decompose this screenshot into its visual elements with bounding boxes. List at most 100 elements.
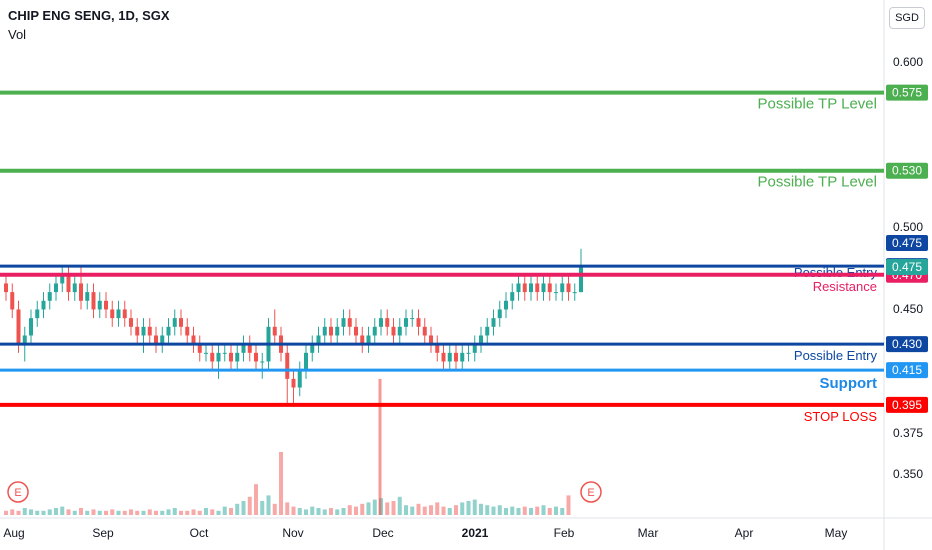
candle-body (179, 318, 183, 327)
candle-body (491, 318, 496, 327)
line-annotation: Possible TP Level (757, 174, 877, 191)
candle-body (366, 335, 371, 345)
volume-bar (372, 499, 377, 515)
candle-body (147, 326, 152, 336)
earnings-icon[interactable] (7, 481, 29, 503)
volume-bar (547, 508, 552, 515)
volume-bar (260, 501, 265, 515)
volume-bar (422, 506, 427, 515)
volume-bar (285, 502, 290, 515)
volume-bar (272, 503, 277, 515)
candle-body (510, 292, 515, 301)
candle-body (160, 335, 165, 345)
line-annotation: Possible Entry (794, 348, 878, 363)
candle-body (29, 318, 33, 336)
candle-body (516, 283, 521, 293)
volume-bar (385, 502, 390, 515)
candle-body (204, 352, 208, 354)
candle-body (166, 326, 171, 336)
volume-bar (566, 495, 571, 515)
volume-bar (91, 509, 96, 515)
candle-body (79, 283, 83, 301)
y-tick-label: 0.375 (893, 426, 923, 440)
volume-bar (529, 508, 533, 515)
price-badge-label: 0.475 (892, 260, 922, 274)
candle-body (410, 318, 415, 320)
volume-bar (197, 510, 202, 515)
candle-body (60, 274, 65, 284)
volume-layer (4, 378, 571, 515)
volume-bar (241, 501, 246, 515)
volume-bar (72, 510, 77, 515)
volume-bar (47, 509, 52, 515)
candle-body (497, 309, 502, 319)
candle-body (104, 300, 108, 310)
volume-bar (141, 510, 146, 515)
volume-bar (122, 510, 127, 515)
volume-bar (454, 505, 458, 515)
volume-bar (541, 505, 546, 515)
candle-body (66, 274, 71, 293)
line-annotation: Support (820, 375, 878, 392)
volume-bar (404, 505, 408, 515)
volume-bar (435, 502, 440, 515)
time-axis[interactable]: Aug Sep Oct Nov Dec 2021 Feb Mar Apr May (3, 526, 847, 540)
candle-body (579, 266, 583, 293)
volume-bar (160, 510, 165, 515)
volume-bar (535, 506, 540, 515)
volume-bar (79, 508, 83, 515)
volume-bar (554, 506, 558, 515)
price-badge-label: 0.395 (892, 398, 922, 412)
volume-bar (335, 509, 340, 515)
volume-bar (266, 495, 271, 515)
volume-bar (97, 510, 102, 515)
volume-bar (85, 510, 90, 515)
currency-button[interactable]: SGD (889, 7, 925, 29)
volume-bar (191, 509, 196, 515)
candle-body (172, 318, 177, 327)
volume-bar (104, 510, 108, 515)
candle-body (435, 344, 440, 353)
candle-body (185, 326, 190, 336)
chart-legend: CHIP ENG SENG, 1D, SGX Vol (8, 8, 170, 42)
volume-bar (497, 505, 502, 515)
volume-bar (391, 501, 396, 515)
candle-body (566, 283, 571, 293)
candle-body (122, 309, 127, 319)
candle-body (22, 335, 27, 345)
candle-body (347, 318, 352, 327)
candle-body (416, 318, 421, 327)
volume-bar (416, 503, 421, 515)
candle-body (272, 326, 277, 336)
candle-body (397, 326, 402, 336)
candle-body (466, 352, 471, 354)
x-tick-label: Nov (282, 526, 303, 540)
volume-bar (366, 502, 371, 515)
x-tick-label: Apr (735, 526, 754, 540)
candle-body (460, 352, 465, 362)
candle-body (485, 326, 490, 336)
price-axis[interactable]: 0.600 0.500 0.450 0.375 0.350 (893, 55, 923, 481)
volume-bar (504, 508, 508, 515)
volume-bar (54, 508, 58, 515)
candle-body (235, 352, 240, 362)
symbol-title[interactable]: CHIP ENG SENG, 1D, SGX (8, 8, 170, 23)
candle-body (10, 292, 15, 310)
x-tick-label: 2021 (462, 526, 489, 540)
volume-label[interactable]: Vol (8, 27, 27, 42)
candle-body (285, 352, 290, 379)
candle-body (297, 370, 302, 388)
price-badge (886, 162, 928, 179)
volume-bar (10, 509, 15, 515)
candle-body (504, 300, 508, 310)
volume-bar (429, 505, 433, 515)
candle-body (379, 318, 383, 327)
candle-body (241, 344, 246, 353)
candles-layer (4, 248, 583, 405)
price-badge (886, 396, 928, 413)
candle-body (47, 292, 52, 301)
earnings-icon[interactable] (580, 481, 602, 503)
candle-body (541, 283, 546, 293)
